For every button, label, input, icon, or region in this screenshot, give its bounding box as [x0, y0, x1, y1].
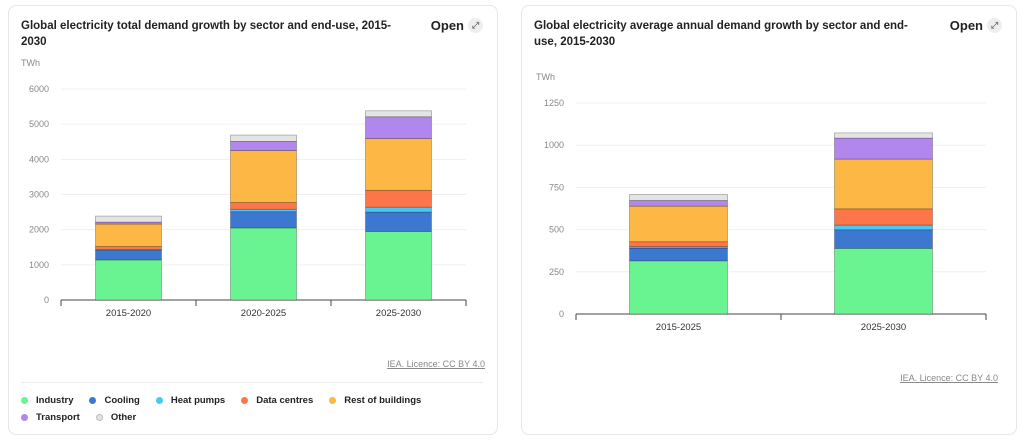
- legend-label: Data centres: [256, 395, 314, 406]
- y-tick-label: 0: [559, 309, 564, 319]
- legend-item-transport[interactable]: Transport: [21, 412, 80, 423]
- legend-item-rest-of-buildings[interactable]: Rest of buildings: [329, 395, 421, 406]
- legend-label: Transport: [36, 412, 80, 423]
- y-tick-label: 1250: [544, 98, 564, 108]
- y-tick-label: 500: [549, 225, 564, 235]
- y-tick-label: 1000: [29, 260, 49, 270]
- external-expand-icon: ⤢: [468, 18, 483, 33]
- x-tick-label: 2020-2025: [241, 308, 286, 319]
- stacked-bar-chart-annual: 0 250 500 750 1000 1250 2015-2025 2025-2030: [544, 98, 987, 333]
- bar-segment-rest-of-buildings: [834, 158, 933, 210]
- legend-label: Rest of buildings: [344, 395, 422, 406]
- bar-segment-heat-pumps: [365, 206, 432, 213]
- y-tick-label: 2000: [29, 225, 49, 235]
- bar-segment-rest-of-buildings: [365, 138, 432, 191]
- external-expand-icon: ⤢: [987, 18, 1002, 33]
- open-label: Open: [949, 18, 983, 33]
- legend-item-other[interactable]: Other: [95, 412, 137, 423]
- legend-label: Other: [110, 412, 137, 423]
- legend-dot-icon: [89, 397, 97, 404]
- bar-segment-industry: [629, 260, 728, 315]
- legend-item-cooling[interactable]: Cooling: [89, 395, 140, 406]
- bar-segment-other: [629, 194, 728, 201]
- legend: Industry Cooling Heat pumps Data centres Res…: [21, 395, 481, 423]
- y-tick-label: 250: [549, 267, 564, 277]
- legend-item-heat-pumps[interactable]: Heat pumps: [155, 395, 226, 406]
- bar-segment-other: [230, 134, 297, 142]
- bar-segment-cooling: [629, 247, 728, 262]
- x-tick-label: 2025-2030: [861, 322, 906, 333]
- stacked-bar-chart-total: 0 1000 2000 3000 4000 5000 6000 2015-2020 2020-2…: [29, 84, 467, 319]
- x-tick-label: 2025-2030: [376, 308, 421, 319]
- y-tick-label: 6000: [29, 84, 49, 94]
- legend-item-industry[interactable]: Industry: [21, 395, 73, 406]
- legend-item-data-centres[interactable]: Data centres: [241, 395, 313, 406]
- bar-segment-transport: [629, 200, 728, 207]
- bar-segment-rest-of-buildings: [629, 205, 728, 243]
- y-tick-label: 1000: [544, 140, 564, 150]
- bar-segment-data-centres: [834, 208, 933, 226]
- y-tick-label: 5000: [29, 119, 49, 129]
- bar-segment-industry: [834, 247, 933, 315]
- bar-segment-heat-pumps: [230, 208, 297, 213]
- legend-label: Industry: [36, 395, 74, 406]
- bar-segment-heat-pumps: [834, 224, 933, 231]
- bar-segment-rest-of-buildings: [230, 150, 297, 203]
- y-tick-label: 0: [44, 295, 49, 305]
- bar-segment-data-centres: [230, 202, 297, 210]
- legend-dot-icon: [155, 397, 163, 404]
- legend-dot-icon: [241, 397, 249, 404]
- bar-segment-transport: [834, 137, 933, 160]
- legend-dot-icon: [21, 414, 28, 421]
- bar-segment-other: [365, 110, 432, 118]
- y-tick-label: 750: [549, 182, 564, 192]
- bar-segment-cooling: [230, 211, 297, 229]
- legend-dot-icon: [21, 397, 28, 404]
- bar-segment-industry: [230, 227, 297, 301]
- chart-card-annual-demand: Global electricity average annual demand…: [521, 5, 1017, 435]
- bar-segment-cooling: [95, 250, 162, 261]
- legend-dot-icon: [329, 397, 337, 404]
- bar-segment-transport: [230, 141, 297, 151]
- bar-segment-data-centres: [95, 246, 162, 250]
- bar-segment-data-centres: [629, 241, 728, 247]
- bar-segment-cooling: [834, 229, 933, 249]
- bar-segment-other: [95, 215, 162, 223]
- bar-segment-industry: [95, 259, 162, 301]
- bar-segment-industry: [365, 231, 432, 301]
- y-axis-unit: TWh: [21, 58, 40, 68]
- licence-link[interactable]: IEA. Licence: CC BY 4.0: [387, 359, 485, 369]
- legend-label: Heat pumps: [170, 395, 226, 406]
- chart-title: Global electricity average annual demand…: [534, 20, 908, 48]
- bar-segment-other: [834, 132, 933, 139]
- licence-link[interactable]: IEA. Licence: CC BY 4.0: [900, 373, 998, 383]
- bar-segment-rest-of-buildings: [95, 223, 162, 247]
- open-button[interactable]: Open ⤢: [950, 18, 1002, 33]
- x-tick-label: 2015-2025: [656, 322, 701, 333]
- open-button[interactable]: Open ⤢: [431, 18, 483, 33]
- bar-segment-transport: [365, 116, 432, 139]
- divider: [21, 382, 483, 383]
- y-tick-label: 4000: [29, 154, 49, 164]
- y-tick-label: 3000: [29, 190, 49, 200]
- chart-card-total-demand: Global electricity total demand growth b…: [8, 5, 498, 435]
- legend-label: Cooling: [104, 395, 140, 406]
- bar-segment-cooling: [365, 211, 432, 232]
- chart-title: Global electricity total demand growth b…: [21, 20, 392, 48]
- bar-segment-data-centres: [365, 189, 432, 208]
- x-tick-label: 2015-2020: [106, 308, 151, 319]
- legend-dot-icon: [95, 414, 103, 421]
- y-axis-unit: TWh: [536, 72, 555, 82]
- open-label: Open: [430, 18, 464, 33]
